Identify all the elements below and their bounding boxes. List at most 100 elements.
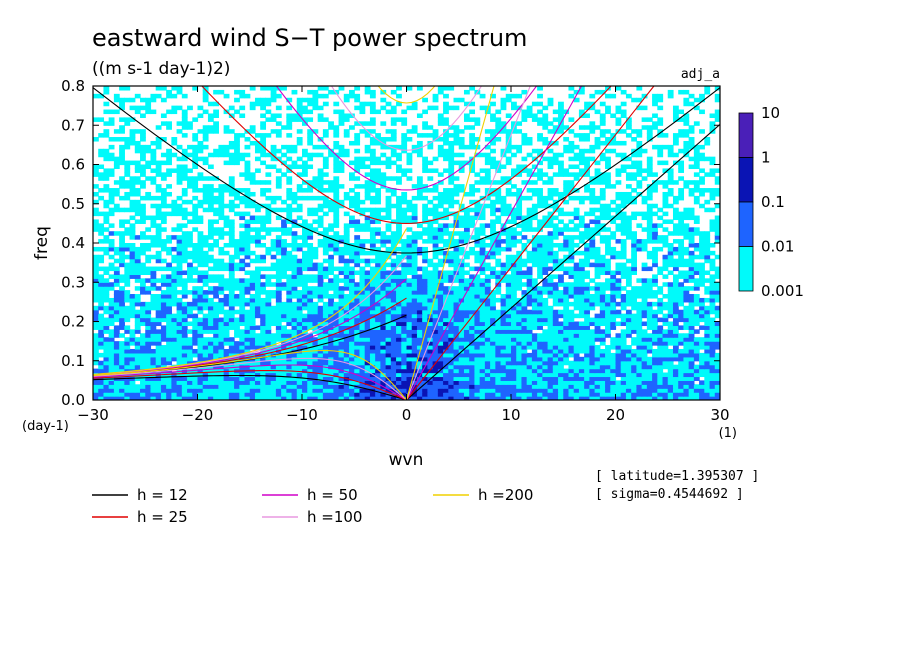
heatmap-cell (239, 380, 246, 385)
heatmap-cell (678, 372, 685, 378)
heatmap-cell (406, 278, 413, 283)
heatmap-cell (291, 278, 298, 283)
heatmap-cell (187, 360, 193, 366)
heatmap-cell (422, 258, 428, 264)
heatmap-cell (542, 243, 549, 248)
heatmap-cell (119, 250, 125, 256)
heatmap-cell (458, 364, 465, 370)
heatmap-cell (625, 364, 632, 370)
heatmap-cell (281, 231, 287, 236)
heatmap-cell (307, 301, 314, 307)
heatmap-cell (113, 207, 120, 213)
heatmap-cell (359, 294, 366, 299)
heatmap-cell (213, 274, 219, 279)
heatmap-cell (500, 301, 507, 307)
heatmap-cell (150, 352, 157, 358)
heatmap-cell (448, 286, 455, 291)
heatmap-cell (349, 341, 355, 346)
heatmap-cell (396, 341, 402, 346)
heatmap-cell (181, 321, 188, 327)
heatmap-cell (317, 348, 324, 354)
heatmap-cell (176, 270, 183, 275)
heatmap-cell (286, 384, 293, 389)
heatmap-cell (688, 341, 695, 346)
heatmap-cell (160, 294, 167, 299)
heatmap-cell (474, 254, 481, 260)
heatmap-cell (652, 250, 658, 256)
heatmap-cell (422, 301, 428, 307)
heatmap-cell (458, 396, 465, 400)
heatmap-cell (542, 329, 549, 334)
heatmap-cell (176, 243, 183, 248)
heatmap-cell (160, 309, 167, 315)
heatmap-cell (542, 356, 549, 362)
heatmap-cell (207, 368, 214, 374)
heatmap-cell (281, 380, 287, 385)
heatmap-cell (160, 384, 167, 389)
heatmap-cell (260, 301, 267, 307)
heatmap-cell (197, 333, 204, 338)
heatmap-cell (490, 396, 496, 400)
heatmap-cell (380, 305, 387, 311)
heatmap-cell (448, 329, 455, 334)
heatmap-cell (401, 368, 408, 374)
heatmap-cell (490, 274, 496, 279)
heatmap-cell (490, 227, 496, 232)
heatmap-cell (516, 372, 523, 378)
heatmap-cell (552, 250, 559, 256)
heatmap-cell (552, 203, 559, 209)
heatmap-cell (411, 364, 418, 370)
heatmap-cell (192, 396, 199, 400)
heatmap-cell (714, 215, 720, 221)
heatmap-cell (537, 219, 543, 224)
heatmap-cell (192, 286, 199, 291)
heatmap-cell (641, 352, 648, 358)
heatmap-cell (354, 356, 361, 362)
heatmap-cell (568, 294, 575, 299)
heatmap-cell (103, 360, 110, 366)
heatmap-cell (620, 274, 627, 279)
heatmap-cell (265, 309, 272, 315)
heatmap-cell (291, 282, 298, 287)
heatmap-cell (463, 309, 470, 315)
heatmap-cell (108, 223, 115, 228)
heatmap-cell (93, 254, 99, 260)
heatmap-cell (511, 258, 517, 264)
heatmap-cell (396, 246, 402, 252)
heatmap-cell (359, 313, 366, 319)
heatmap-cell (108, 313, 115, 319)
heatmap-cell (103, 364, 110, 370)
heatmap-cell (641, 227, 648, 232)
heatmap-cell (103, 239, 110, 244)
heatmap-cell (432, 392, 439, 397)
heatmap-cell (500, 364, 507, 370)
heatmap-cell (537, 309, 543, 315)
heatmap-cell (113, 231, 120, 236)
heatmap-cell (652, 356, 658, 362)
heatmap-cell (270, 262, 277, 268)
heatmap-cell (369, 376, 376, 381)
heatmap-cell (500, 372, 507, 378)
heatmap-cell (270, 392, 277, 397)
heatmap-cell (416, 290, 423, 295)
heatmap-cell (171, 301, 178, 307)
heatmap-cell (469, 290, 476, 295)
heatmap-cell (558, 352, 564, 358)
heatmap-cell (171, 392, 178, 397)
heatmap-cell (207, 341, 214, 346)
heatmap-cell (98, 325, 105, 330)
heatmap-cell (589, 294, 596, 299)
heatmap-cell (375, 368, 381, 374)
heatmap-cell (704, 239, 711, 244)
heatmap-cell (354, 235, 361, 240)
heatmap-cell (160, 329, 167, 334)
heatmap-cell (302, 294, 308, 299)
heatmap-cell (349, 364, 355, 370)
heatmap-cell (511, 219, 517, 224)
heatmap-cell (714, 388, 720, 393)
heatmap-cell (322, 250, 329, 256)
heatmap-cell (573, 207, 580, 213)
heatmap-cell (662, 337, 669, 342)
heatmap-cell (662, 305, 669, 311)
